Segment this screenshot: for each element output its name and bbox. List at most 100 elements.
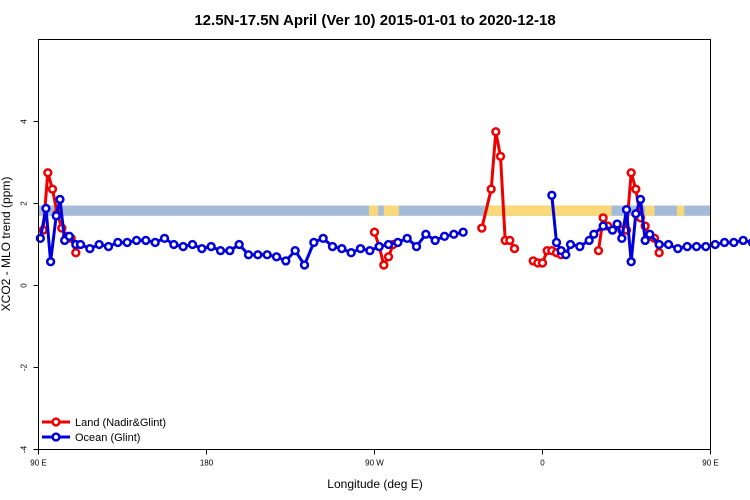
ocean-point xyxy=(318,233,328,244)
ocean-point xyxy=(253,250,263,260)
land-point xyxy=(486,184,496,194)
ocean-point xyxy=(169,239,179,250)
ocean-point xyxy=(738,235,748,246)
land-band-segment xyxy=(383,205,399,216)
land-point xyxy=(491,127,501,137)
ocean-point xyxy=(122,237,132,248)
x-axis-label: Longitude (deg E) xyxy=(327,477,422,491)
land-point xyxy=(509,243,520,254)
land-band-segment xyxy=(368,205,379,216)
ocean-point xyxy=(327,241,338,252)
ocean-point xyxy=(187,239,198,250)
land-point xyxy=(505,235,515,246)
y-tick-label: 2 xyxy=(20,201,29,206)
band-layer xyxy=(38,205,711,216)
legend: Land (Nadir&Glint) Ocean (Glint) xyxy=(42,417,166,444)
ocean-point xyxy=(449,229,459,239)
ocean-point xyxy=(607,225,618,235)
ocean-point xyxy=(710,239,720,250)
land-band-segment xyxy=(676,205,685,216)
ocean-point xyxy=(547,190,557,200)
ocean-point xyxy=(299,260,310,270)
ocean-point xyxy=(355,243,366,254)
ocean-point xyxy=(598,221,608,231)
ocean-point xyxy=(197,243,207,254)
x-tick-label: 180 xyxy=(200,459,214,468)
ocean-point xyxy=(113,237,123,248)
y-tick-label: 4 xyxy=(20,119,29,124)
ocean-point xyxy=(691,241,702,252)
x-tick-label: 0 xyxy=(540,459,545,468)
ocean-point xyxy=(561,250,571,260)
ocean-point xyxy=(575,241,585,252)
ocean-point xyxy=(64,231,74,241)
y-tick-label: -4 xyxy=(20,445,29,453)
ocean-point xyxy=(141,235,151,246)
ocean-point xyxy=(458,227,468,237)
y-axis-label: XCO2 - MLO trend (ppm) xyxy=(0,177,13,312)
ocean-point xyxy=(584,235,594,246)
land-point xyxy=(379,260,389,270)
ocean-point xyxy=(281,256,291,266)
land-point xyxy=(383,252,394,262)
ocean-point xyxy=(621,205,632,215)
land-point xyxy=(369,227,380,237)
land-point xyxy=(598,213,608,223)
ocean-point xyxy=(374,241,384,252)
land-point xyxy=(654,248,664,258)
legend-marker xyxy=(51,417,61,427)
ocean-point xyxy=(234,239,244,250)
ocean-point xyxy=(337,243,347,254)
ocean-point xyxy=(131,235,142,246)
land-point xyxy=(593,246,604,256)
legend-label: Land (Nadir&Glint) xyxy=(75,417,166,429)
ocean-point xyxy=(55,194,65,205)
ocean-point xyxy=(243,250,254,260)
x-tick-label: 90 W xyxy=(365,459,384,468)
ocean-point xyxy=(631,209,641,219)
ocean-series xyxy=(35,190,750,270)
y-tick-label: -2 xyxy=(20,363,29,371)
ocean-point xyxy=(271,252,282,262)
ocean-point xyxy=(421,229,431,239)
land-point xyxy=(495,151,506,162)
ocean-point xyxy=(365,246,375,256)
ocean-point xyxy=(729,237,739,248)
ocean-point xyxy=(215,246,226,256)
ocean-point xyxy=(35,233,46,244)
land-point xyxy=(626,168,636,178)
ocean-point xyxy=(51,211,61,221)
land-point xyxy=(43,168,53,178)
ocean-point xyxy=(206,241,216,252)
ocean-point xyxy=(41,203,51,214)
ocean-point xyxy=(290,246,300,256)
ocean-point xyxy=(262,250,272,260)
ocean-point xyxy=(612,219,622,229)
legend-marker xyxy=(51,432,61,442)
ocean-point xyxy=(411,241,422,252)
ocean-point xyxy=(565,239,576,250)
ocean-point xyxy=(75,239,86,250)
ocean-point xyxy=(393,237,403,248)
ocean-point xyxy=(309,237,319,248)
x-tick-label: 90 E xyxy=(702,459,718,468)
ocean-point xyxy=(150,237,160,248)
ocean-point xyxy=(103,241,114,252)
ocean-point xyxy=(402,233,412,244)
legend-label: Ocean (Glint) xyxy=(75,432,140,444)
ocean-point xyxy=(626,257,636,267)
ocean-point xyxy=(673,243,683,254)
ocean-point xyxy=(663,239,674,250)
land-band-segment xyxy=(645,205,655,216)
land-band-segment xyxy=(484,205,612,216)
ocean-point xyxy=(94,239,104,250)
ocean-point xyxy=(85,243,95,254)
ocean-point xyxy=(635,194,646,205)
ocean-point xyxy=(439,231,450,241)
ocean-point xyxy=(430,235,440,246)
land-point xyxy=(477,223,487,233)
x-tick-label: 90 E xyxy=(30,459,46,468)
series-layer xyxy=(35,127,750,270)
